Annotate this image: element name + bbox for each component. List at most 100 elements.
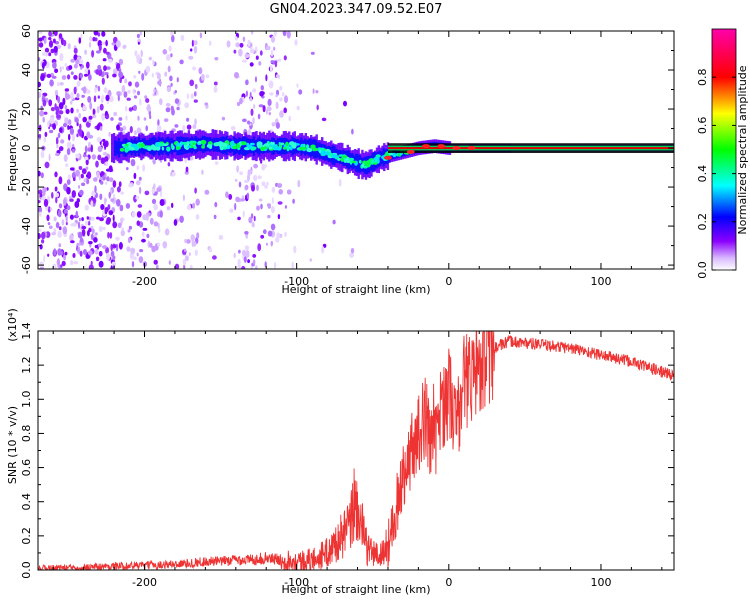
spectrogram-cell <box>244 53 250 59</box>
y-tick-label: 60 <box>20 24 33 38</box>
spectrogram-cell <box>156 72 161 80</box>
x-tick-label: 0 <box>445 275 452 288</box>
band-hotspot <box>422 144 430 149</box>
band-core <box>199 137 203 152</box>
spectrogram-cell <box>86 131 91 139</box>
spectrogram-cell <box>119 77 122 83</box>
spectrogram-cell <box>85 220 89 226</box>
spectrogram-cell <box>103 87 108 94</box>
spectrogram-cell <box>351 128 354 135</box>
spectrogram-cell <box>92 37 96 42</box>
spectrogram-cell <box>108 177 114 182</box>
band-core <box>243 136 246 156</box>
spectrogram-cell <box>78 112 82 119</box>
spectrogram-cell <box>88 216 92 221</box>
spectrogram-cells <box>38 31 355 269</box>
spectrogram-cell <box>186 93 189 99</box>
band-blob <box>364 161 371 166</box>
spectrogram-cell <box>105 161 108 167</box>
spectrogram-cell <box>90 216 95 221</box>
spectrogram-cell <box>65 163 69 167</box>
spectrogram-cell <box>62 66 64 70</box>
spectrogram-cell <box>279 85 283 91</box>
spectrogram-cell <box>144 95 148 99</box>
spectrogram-cell <box>62 97 66 106</box>
spectrogram-cell <box>97 85 101 92</box>
spectrogram-cell <box>179 215 184 223</box>
spectrogram-cell <box>90 233 94 241</box>
spectrogram-cell <box>136 165 140 171</box>
spectrogram-cell <box>119 127 124 132</box>
spectrogram-cell <box>58 176 63 185</box>
spectrogram-cell <box>142 227 148 231</box>
spectrogram-cell <box>131 261 135 268</box>
spectrogram-cell <box>277 214 281 220</box>
spectrogram-cell <box>252 254 257 258</box>
spectrogram-cell <box>58 102 64 110</box>
spectrogram-cell <box>113 68 118 75</box>
spectrogram-cell <box>66 205 71 211</box>
band-blob <box>270 141 274 145</box>
spectrogram-cell <box>67 125 70 130</box>
spectrogram-cell <box>57 82 60 87</box>
spectrogram-cell <box>116 91 121 96</box>
spectrogram-cell <box>176 106 180 111</box>
spectrogram-cell <box>71 133 76 142</box>
spectrogram-cell <box>252 88 257 93</box>
y-tick-label: 1.2 <box>20 356 33 374</box>
snr-x-axis-label: Height of straight line (km) <box>281 583 430 596</box>
spectrogram-cell <box>48 52 52 57</box>
spectrogram-cell <box>159 210 163 218</box>
spectrogram-cell <box>66 148 71 156</box>
band-core <box>117 138 120 158</box>
spectrogram-cell <box>283 55 287 61</box>
y-tick-label: -20 <box>20 178 33 196</box>
spectrogram-cell <box>99 176 103 181</box>
spectrogram-cell <box>72 253 76 258</box>
spectrogram-cell <box>90 260 93 266</box>
spectrogram-cell <box>91 154 97 160</box>
spectrogram-cell <box>130 247 136 254</box>
spectrogram-cell <box>113 111 118 117</box>
spectrogram-cell <box>104 72 109 76</box>
spectrogram-cell <box>86 216 90 220</box>
spectrogram-cell <box>38 233 41 239</box>
spectrogram-cell <box>243 256 247 263</box>
spectrogram-cell <box>171 108 175 116</box>
spectrogram-cell <box>239 42 244 48</box>
band-blob <box>389 152 393 156</box>
spectrogram-cell <box>284 95 288 104</box>
spectrogram-cell <box>118 58 124 66</box>
spectrogram-cell <box>247 173 250 182</box>
band-blob <box>285 141 289 147</box>
x-tick-label: -100 <box>284 275 309 288</box>
spectrogram-cell <box>170 53 173 58</box>
spectrogram-cell <box>70 167 75 171</box>
spectrogram-cell <box>55 196 58 204</box>
spectrogram-cell <box>275 74 280 78</box>
spectrogram-cell <box>146 233 150 239</box>
spectrogram-cell <box>309 258 313 262</box>
spectrogram-cell <box>138 256 144 264</box>
spectrogram-cell <box>349 252 354 258</box>
spectrogram-cell <box>56 143 59 149</box>
spectrogram-cell <box>277 183 283 188</box>
y-tick-label: 20 <box>20 102 33 116</box>
spectrogram-cell <box>52 38 56 44</box>
spectrogram-cell <box>128 225 132 230</box>
spectrogram-cell <box>119 204 124 212</box>
spectrogram-cell <box>204 102 209 106</box>
spectrogram-cell <box>201 73 205 81</box>
colorbar-label: Normalized spectral amplitude <box>736 65 749 234</box>
snr-y-multiplier: (x10⁴) <box>6 308 19 342</box>
spectrogram-cell <box>151 245 157 253</box>
spectrogram-cell <box>93 109 96 115</box>
spectrogram-cell <box>189 264 193 269</box>
spectrogram-cell <box>252 117 255 125</box>
spectrogram-cell <box>110 243 113 252</box>
spectrogram-cell <box>276 232 280 239</box>
spectrogram-cell <box>108 191 111 199</box>
spectrogram-cell <box>136 220 141 226</box>
spectrogram-cell <box>255 76 257 83</box>
spectrogram-cell <box>188 55 194 60</box>
